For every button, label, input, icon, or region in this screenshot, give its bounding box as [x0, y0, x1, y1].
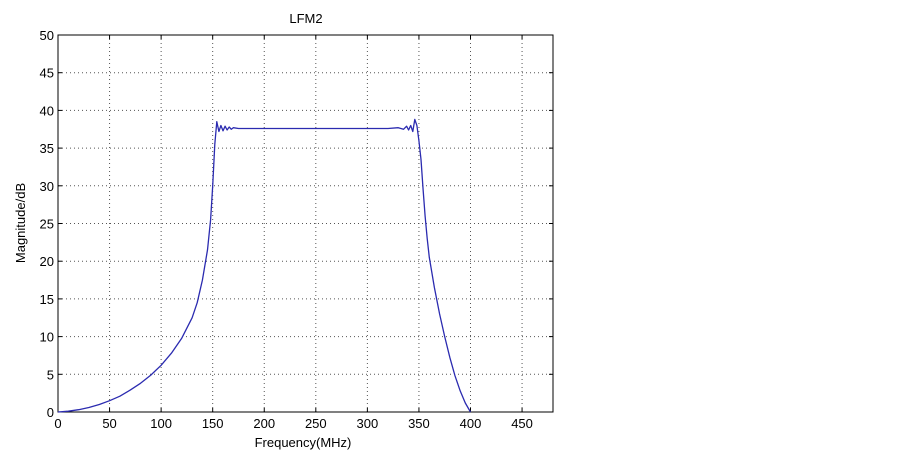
y-tick-label: 5 — [47, 367, 54, 382]
series-line — [57, 118, 472, 413]
x-tick-label: 0 — [54, 416, 61, 431]
y-tick-label: 15 — [40, 292, 54, 307]
y-tick-label: 25 — [40, 217, 54, 232]
y-tick-label: 40 — [40, 103, 54, 118]
x-tick-label: 300 — [357, 416, 379, 431]
axis-ticks: 0 50 100 150 200 250 300 350 400 450 0 5 10 15 20 25 30 3… — [40, 28, 553, 431]
x-tick-label: 150 — [202, 416, 224, 431]
y-tick-label: 20 — [40, 254, 54, 269]
series-layer — [57, 118, 472, 413]
x-tick-label: 200 — [253, 416, 275, 431]
y-tick-label: 10 — [40, 330, 54, 345]
x-tick-label: 50 — [102, 416, 116, 431]
y-tick-label: 30 — [40, 179, 54, 194]
y-tick-label: 45 — [40, 66, 54, 81]
x-tick-label: 450 — [511, 416, 533, 431]
y-tick-label: 50 — [40, 28, 54, 43]
y-axis-label: Magnitude/dB — [13, 183, 28, 263]
grid — [58, 35, 553, 412]
x-tick-label: 250 — [305, 416, 327, 431]
x-axis-label: Frequency(MHz) — [255, 435, 352, 450]
y-tick-label: 0 — [47, 405, 54, 420]
y-tick-label: 35 — [40, 141, 54, 156]
x-tick-label: 400 — [460, 416, 482, 431]
chart-title: LFM2 — [289, 11, 322, 26]
x-tick-label: 350 — [408, 416, 430, 431]
x-tick-label: 100 — [150, 416, 172, 431]
